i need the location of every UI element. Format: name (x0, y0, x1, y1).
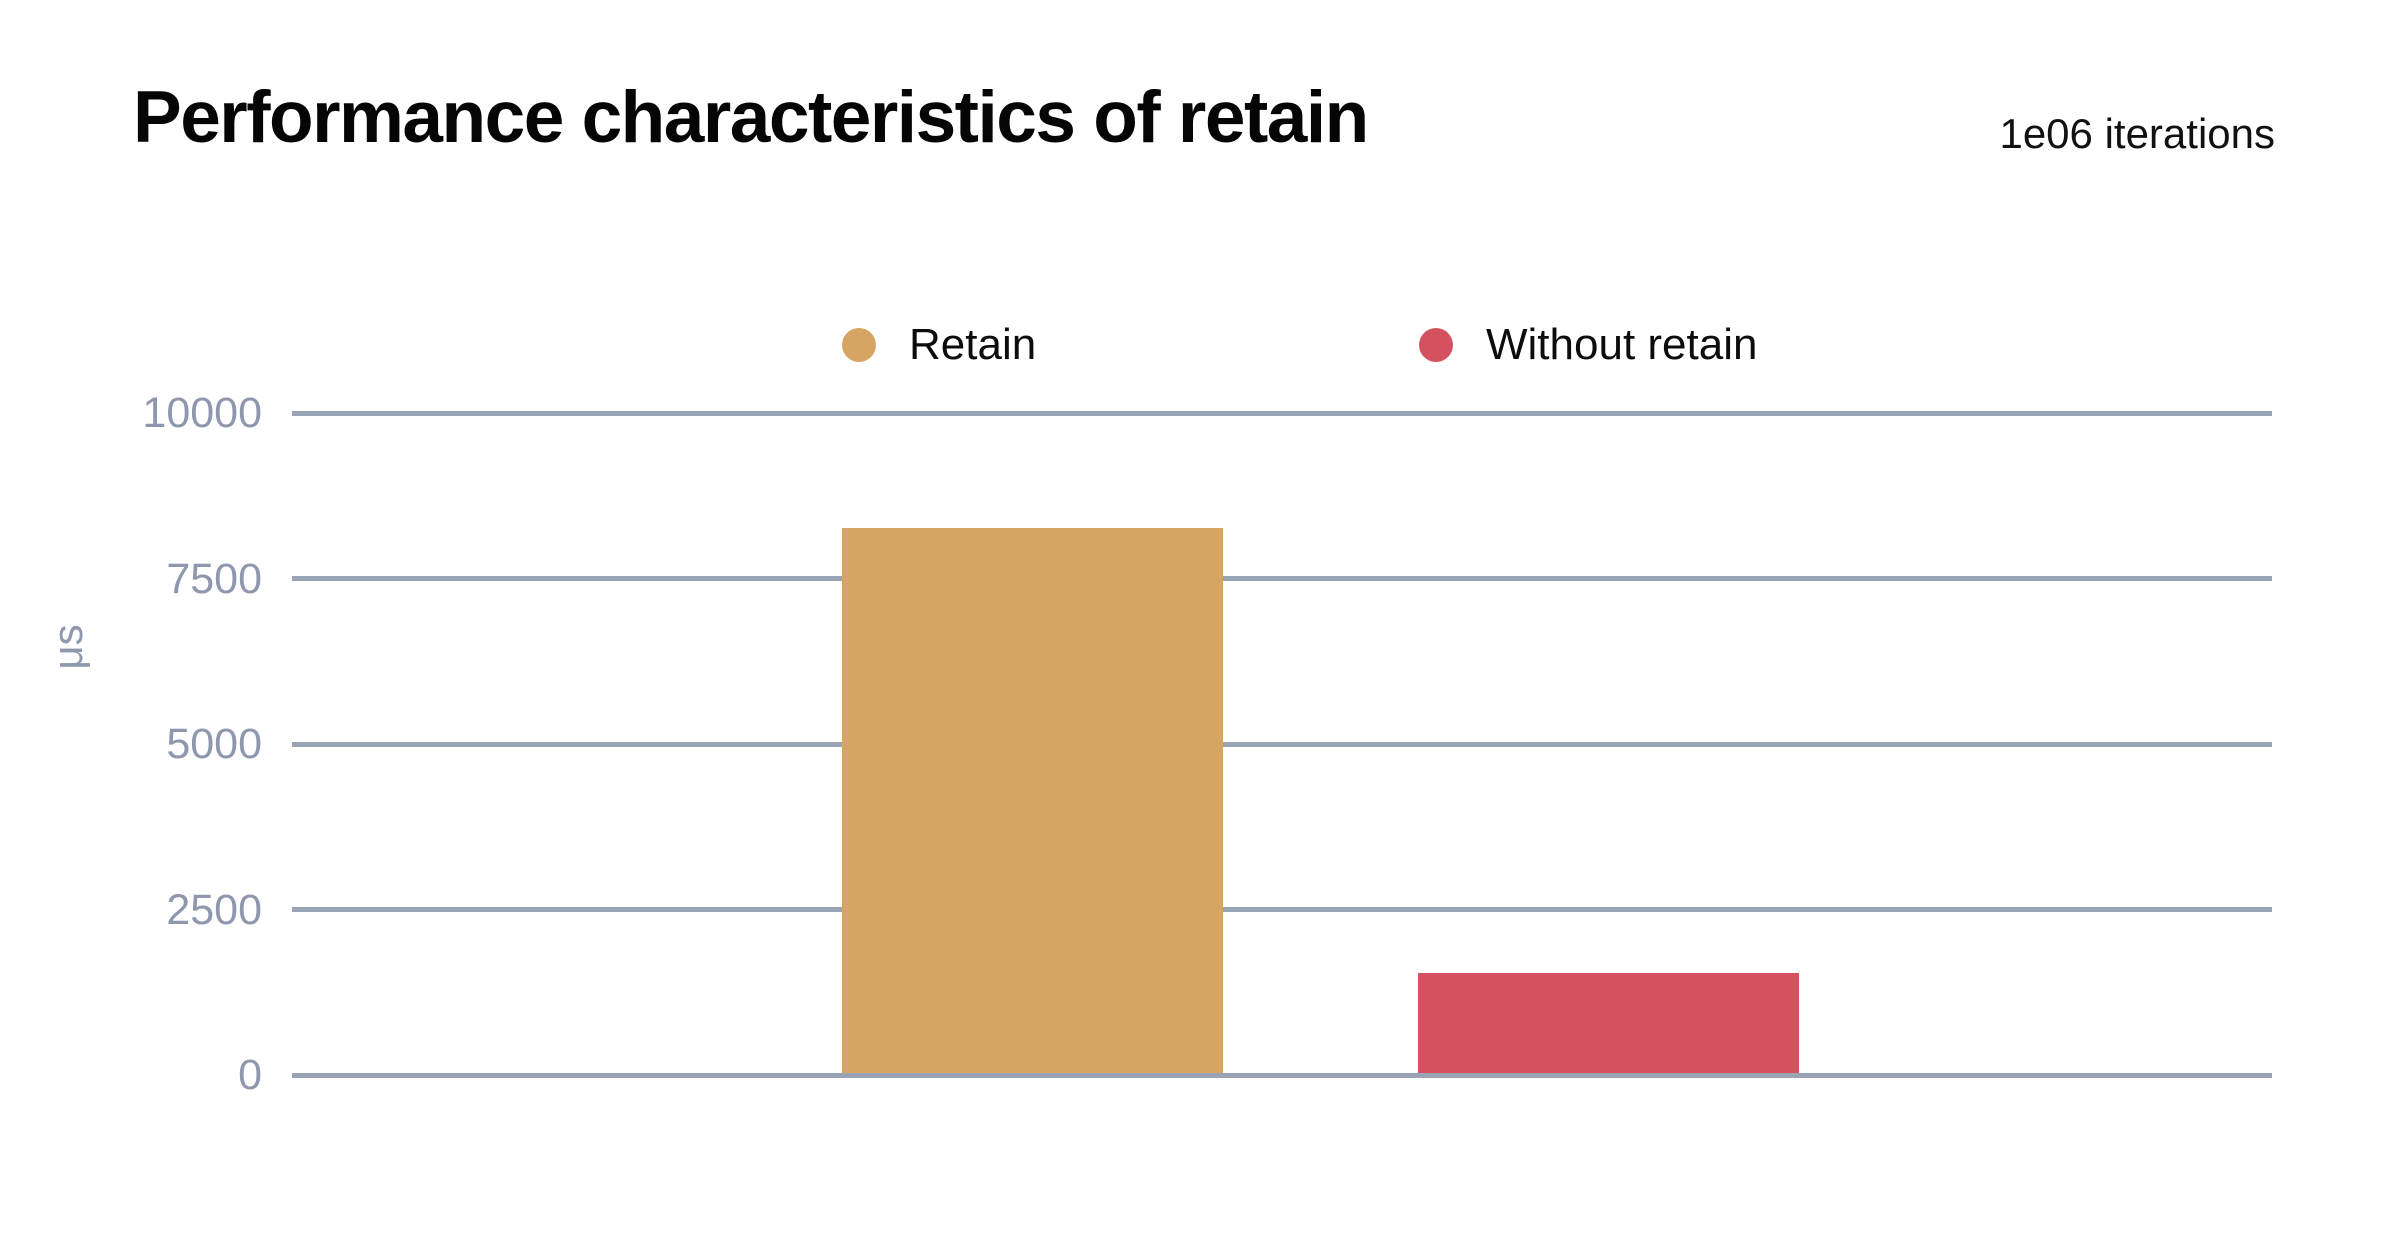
legend-item-without-retain: Without retain (1419, 320, 1758, 369)
iterations-subtitle: 1e06 iterations (1999, 110, 2275, 157)
y-tick-label: 2500 (166, 885, 262, 934)
y-tick-label: 5000 (166, 720, 262, 768)
chart-title: Performance characteristics of retain (133, 77, 1369, 158)
legend-dot-without-retain-icon (1419, 328, 1453, 362)
y-tick-label: 10000 (142, 389, 262, 437)
plot-area (292, 410, 2272, 1078)
y-tick-label: 7500 (166, 554, 262, 603)
gridline (292, 410, 2272, 416)
bar-without-retain (1417, 973, 1800, 1075)
x-axis-baseline (292, 1072, 2272, 1078)
legend-item-retain: Retain (842, 320, 1037, 369)
y-axis-ticks: 0 2500 5000 7500 10000 (0, 391, 262, 1097)
gridline (292, 741, 2272, 747)
y-tick-label: 0 (238, 1051, 262, 1099)
legend-dot-retain-icon (842, 328, 876, 362)
gridline (292, 576, 2272, 581)
gridline (292, 907, 2272, 912)
bar-retain (841, 528, 1223, 1075)
legend-label-retain: Retain (909, 320, 1037, 369)
legend-label-without-retain: Without retain (1486, 320, 1758, 369)
